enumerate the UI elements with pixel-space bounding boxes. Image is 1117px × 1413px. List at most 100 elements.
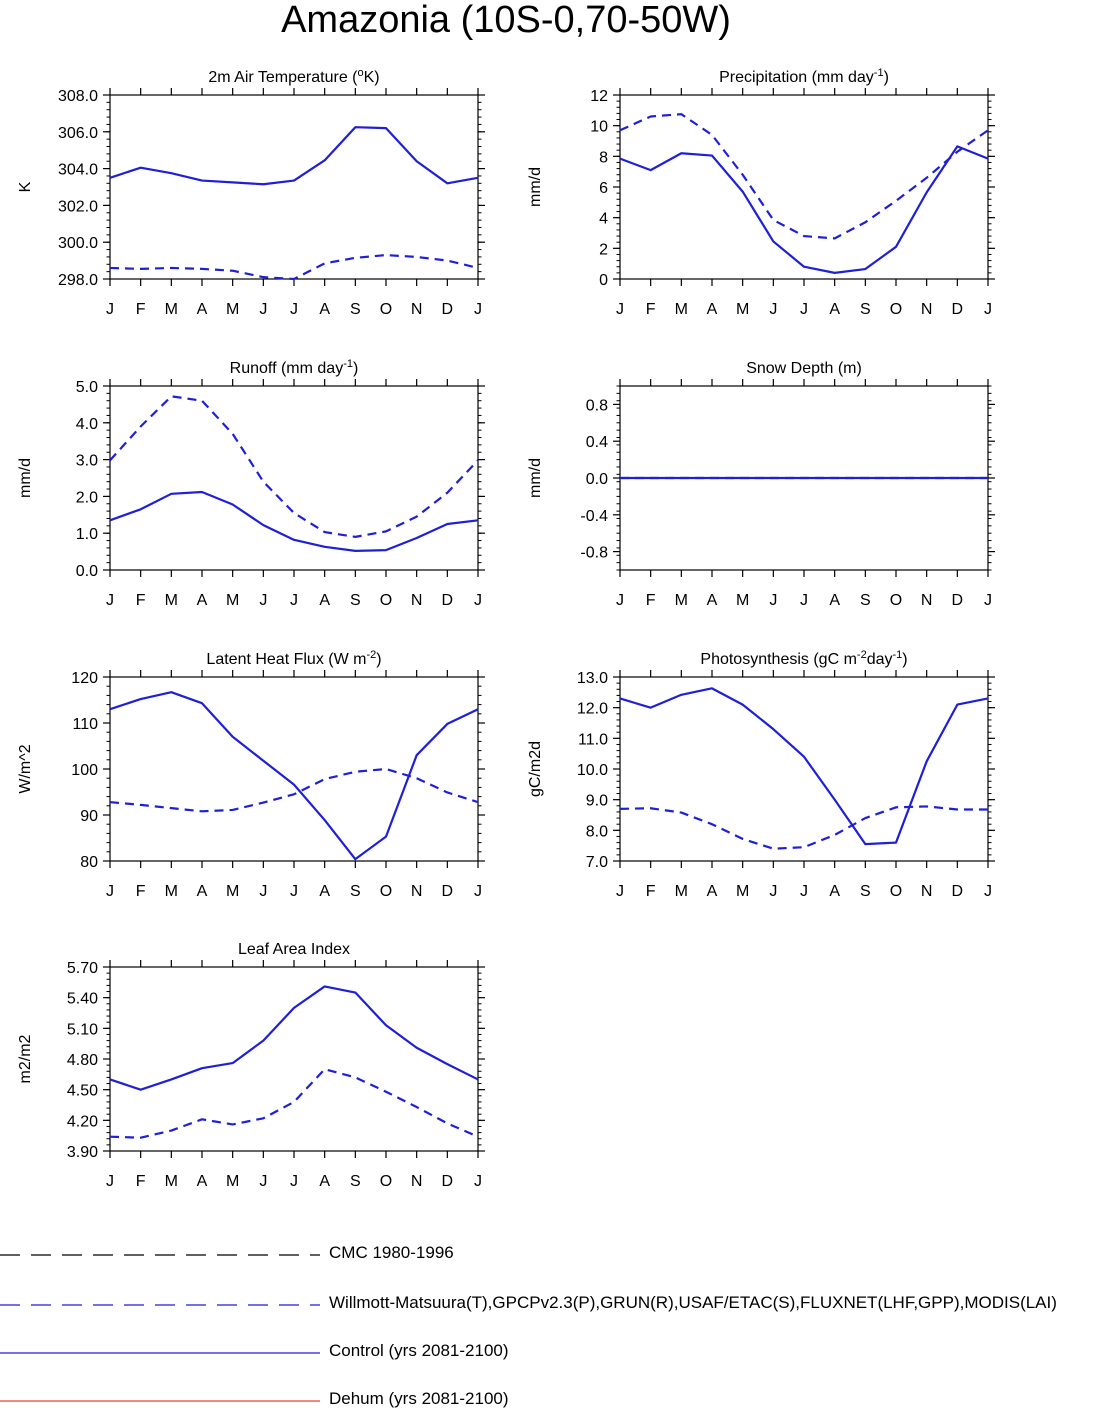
y-tick-label: 13.0 [577,670,608,687]
x-tick-label: D [952,883,964,900]
y-tick-label: 80 [80,854,98,871]
x-tick-label: J [800,592,808,609]
x-tick-label: S [350,592,361,609]
x-tick-label: D [442,883,454,900]
x-tick-label: N [921,301,933,318]
x-tick-label: M [165,1173,178,1190]
x-tick-label: J [290,301,298,318]
y-tick-label: 90 [80,808,98,825]
x-tick-label: F [646,301,656,318]
x-tick-label: A [319,592,330,609]
x-tick-label: A [707,883,718,900]
y-tick-label: 10.0 [577,762,608,779]
x-tick-label: A [197,883,208,900]
y-tick-label: 0 [599,272,608,289]
x-tick-label: O [890,592,902,609]
x-tick-label: S [860,301,871,318]
control-line [109,691,479,861]
control-line [109,126,479,186]
x-tick-label: F [646,883,656,900]
x-tick-label: M [165,883,178,900]
y-axis-label: mm/d [527,167,544,207]
observation-line [109,253,479,281]
y-axis-label: K [17,181,34,192]
y-tick-label: 7.0 [586,854,608,871]
x-tick-label: M [165,592,178,609]
x-tick-label: S [350,1173,361,1190]
x-tick-label: M [165,301,178,318]
x-tick-label: N [921,592,933,609]
x-tick-label: O [380,883,392,900]
legend-label-control: Control (yrs 2081-2100) [329,1341,509,1360]
x-tick-label: S [350,301,361,318]
observation-line [109,395,479,538]
x-tick-label: A [319,1173,330,1190]
chart-lhf: Latent Heat Flux (W m-2) W/m^2 80 90 100 110 1… [17,649,485,900]
x-tick-label: A [707,301,718,318]
x-tick-label: D [952,301,964,318]
x-tick-label: J [616,883,624,900]
x-tick-label: J [259,592,267,609]
chart-title: 2m Air Temperature (oK) [208,67,379,86]
x-tick-label: O [890,301,902,318]
y-tick-label: 100 [71,762,98,779]
x-tick-label: N [411,301,423,318]
x-tick-label: M [736,883,749,900]
y-tick-label: 5.10 [67,1021,98,1038]
chart-snow: Snow Depth (m) mm/d -0.8 -0.4 0.0 0.4 0.8 J F M A M… [527,360,995,609]
y-tick-label: 0.4 [586,434,608,451]
y-axis-label: gC/m2d [527,741,544,797]
control-line [109,985,479,1091]
y-tick-label: 5.70 [67,960,98,977]
y-tick-label: 4.80 [67,1052,98,1069]
y-tick-label: 120 [71,670,98,687]
y-tick-label: 300.0 [58,235,98,252]
y-tick-label: 4 [599,211,608,228]
y-tick-label: -0.8 [580,545,608,562]
x-tick-label: J [106,883,114,900]
chart-runoff: Runoff (mm day-1) mm/d 0.0 1.0 2.0 3.0 4.0 5.0 J… [17,358,485,609]
y-tick-label: 3.0 [76,453,98,470]
x-tick-label: A [197,592,208,609]
y-tick-label: 308.0 [58,88,98,105]
x-tick-label: N [411,1173,423,1190]
legend-label-cmc: CMC 1980-1996 [329,1243,454,1262]
chart-title: Precipitation (mm day-1) [719,67,889,86]
y-tick-label: 4.20 [67,1113,98,1130]
y-tick-label: 0.0 [76,563,98,580]
y-tick-label: 10 [590,119,608,136]
legend-line-dehum [0,1400,320,1402]
x-tick-label: J [106,1173,114,1190]
x-tick-label: J [984,883,992,900]
x-tick-label: O [380,1173,392,1190]
x-tick-label: M [226,1173,239,1190]
plot-frame [109,94,479,280]
x-tick-label: J [106,301,114,318]
chart-panels: 2m Air Temperature (oK) K 298.0 300.0 302.0 3… [17,67,995,1190]
x-tick-label: A [319,883,330,900]
observation-line [619,113,989,240]
legend-label-dehum: Dehum (yrs 2081-2100) [329,1389,509,1408]
plot-frame [109,385,479,571]
x-tick-label: J [984,301,992,318]
y-axis-label: W/m^2 [17,744,34,793]
y-axis-label: mm/d [17,458,34,498]
y-tick-label: 298.0 [58,272,98,289]
y-tick-label: 110 [72,716,98,733]
chart-title: Photosynthesis (gC m-2day-1) [700,649,907,668]
y-tick-label: 4.0 [76,416,98,433]
plot-frame [619,94,989,280]
chart-lai: Leaf Area Index m2/m2 3.90 4.20 4.50 4.80 5.10… [17,941,485,1190]
y-tick-label: 0.8 [586,397,608,414]
x-tick-label: J [290,592,298,609]
x-tick-label: S [860,883,871,900]
y-tick-label: 0.0 [586,471,608,488]
y-tick-label: 5.0 [76,379,98,396]
plot-frame [109,676,479,862]
x-tick-label: J [259,301,267,318]
legend-line-observations [0,1304,320,1306]
x-tick-label: F [136,1173,146,1190]
x-tick-label: O [890,883,902,900]
y-tick-label: 2 [599,241,608,258]
x-tick-label: J [290,883,298,900]
